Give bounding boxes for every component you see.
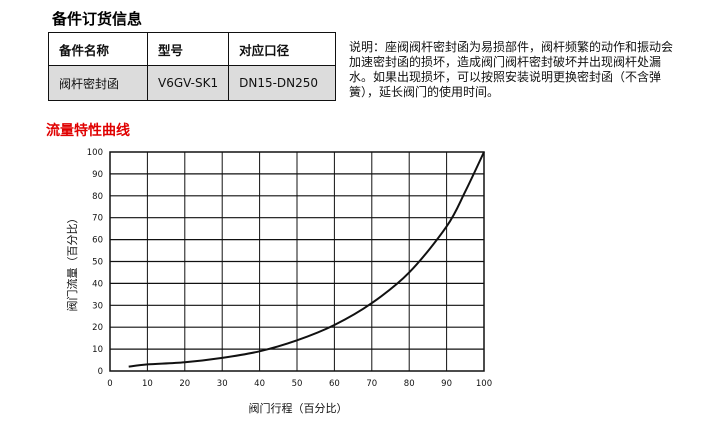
x-tick-label: 70 bbox=[366, 379, 377, 389]
x-tick-label: 90 bbox=[441, 379, 452, 389]
x-tick-label: 10 bbox=[142, 379, 153, 389]
parts-section-title: 备件订货信息 bbox=[52, 10, 143, 28]
y-tick-label: 20 bbox=[92, 323, 103, 333]
chart-section-title: 流量特性曲线 bbox=[46, 123, 130, 139]
x-tick-label: 50 bbox=[292, 379, 303, 389]
parts-table-header-row: 备件名称 型号 对应口径 bbox=[48, 32, 337, 66]
x-tick-label: 20 bbox=[179, 379, 190, 389]
table-row: 阀杆密封函 V6GV-SK1 DN15-DN250 bbox=[48, 65, 337, 101]
parts-note: 说明：座阀阀杆密封函为易损部件，阀杆频繁的动作和振动会加速密封函的损坏，造成阀门… bbox=[349, 40, 674, 99]
x-tick-label: 40 bbox=[254, 379, 265, 389]
y-tick-label: 40 bbox=[92, 279, 103, 289]
header-size: 对应口径 bbox=[228, 32, 337, 66]
x-tick-label: 0 bbox=[107, 379, 112, 389]
y-axis-label: 阀门流量（百分比） bbox=[65, 213, 79, 312]
cell-size: DN15-DN250 bbox=[228, 65, 337, 101]
y-tick-label: 10 bbox=[92, 345, 103, 355]
x-tick-label: 80 bbox=[404, 379, 415, 389]
cell-model: V6GV-SK1 bbox=[146, 65, 230, 101]
y-tick-label: 50 bbox=[92, 258, 103, 268]
x-axis-label: 阀门行程（百分比） bbox=[249, 401, 348, 415]
y-tick-label: 100 bbox=[87, 148, 103, 158]
x-tick-label: 100 bbox=[476, 379, 492, 389]
cell-part-name: 阀杆密封函 bbox=[48, 65, 148, 101]
x-tick-label: 60 bbox=[329, 379, 340, 389]
y-tick-label: 70 bbox=[92, 214, 103, 224]
chart-grid bbox=[109, 151, 485, 372]
y-tick-label: 0 bbox=[98, 367, 103, 377]
y-tick-label: 60 bbox=[92, 236, 103, 246]
y-tick-label: 30 bbox=[92, 301, 103, 311]
x-tick-label: 30 bbox=[217, 379, 228, 389]
y-tick-label: 90 bbox=[92, 170, 103, 180]
flow-curve bbox=[128, 151, 485, 368]
header-model: 型号 bbox=[146, 32, 230, 66]
parts-table: 备件名称 型号 对应口径 阀杆密封函 V6GV-SK1 DN15-DN250 bbox=[48, 32, 337, 101]
y-tick-label: 80 bbox=[92, 192, 103, 202]
chart-ticks: 0 10 20 30 40 50 60 70 80 90 100 0 10 20 30 40 50 60 70 80 9… bbox=[87, 148, 492, 389]
